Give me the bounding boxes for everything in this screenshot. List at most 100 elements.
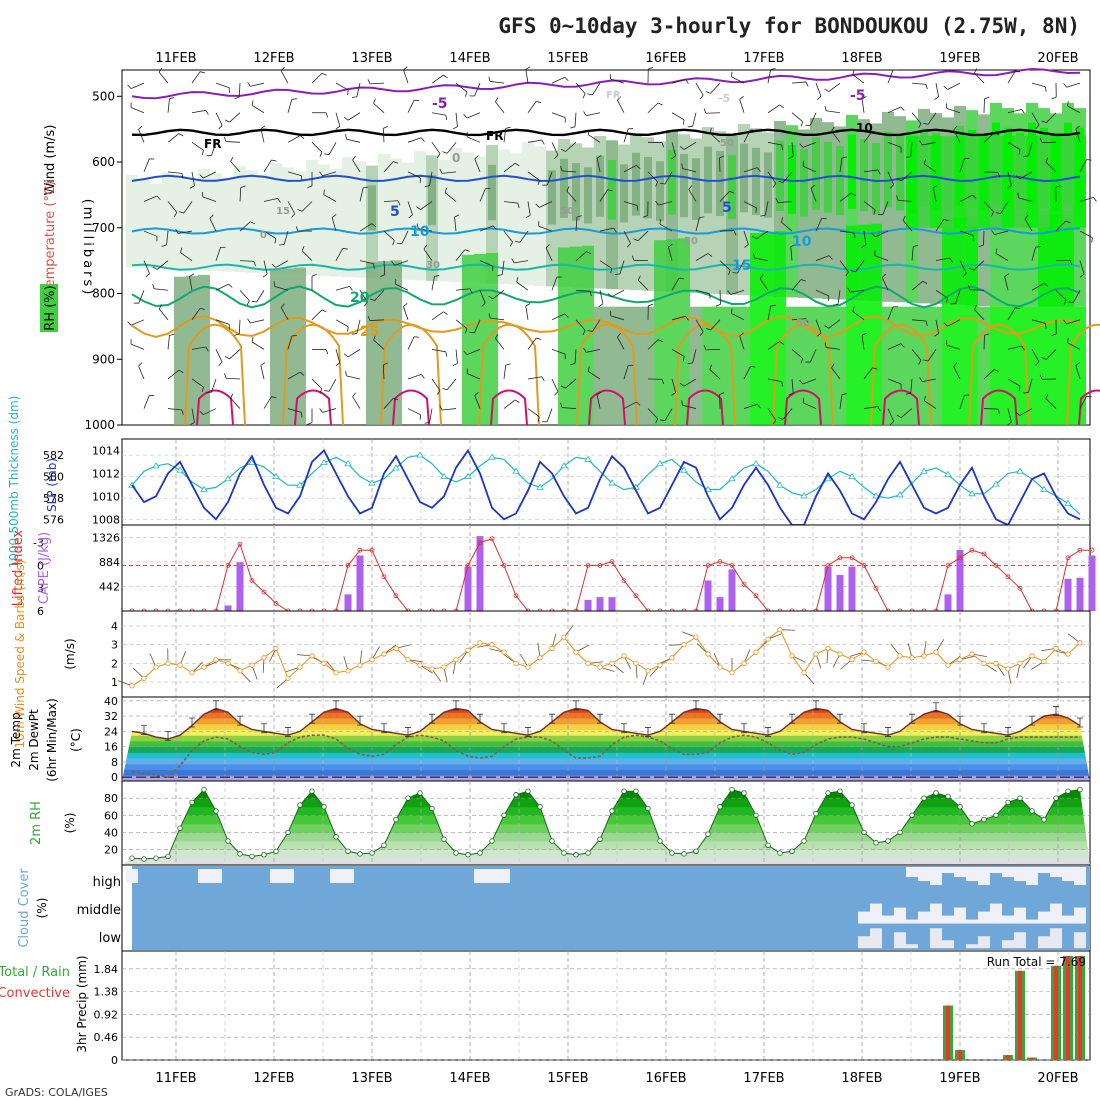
temp-label: 2m Temp (9, 712, 23, 767)
li-point (273, 601, 279, 606)
rh-cell (366, 262, 378, 425)
thickness-point (728, 474, 736, 482)
rh-cell (978, 135, 990, 228)
wind-barb (732, 272, 738, 274)
li-point (501, 563, 507, 568)
li-point (477, 540, 483, 545)
rh-cell (800, 149, 808, 217)
wind-barb (659, 219, 662, 225)
wind-barb (1041, 120, 1047, 124)
wind-barb (167, 369, 180, 380)
wind-barb (636, 165, 641, 169)
wind-barb (263, 197, 278, 202)
wind-barb (833, 303, 839, 306)
wind-barb (464, 328, 468, 334)
wind-barb (1018, 386, 1021, 392)
wind-barb (238, 83, 241, 98)
wind-barb (918, 123, 922, 129)
temp-tick-label: 8 (111, 756, 118, 769)
wind-barb (791, 112, 803, 123)
li-point (873, 585, 879, 591)
wind-barb (1079, 197, 1094, 202)
wind-barb (434, 275, 440, 277)
rh-label: RH (%) (43, 285, 58, 330)
wind-barb (545, 247, 553, 261)
wind-barb (592, 82, 601, 96)
rh-cell (752, 147, 760, 215)
cape-bar (716, 597, 724, 611)
wind-barb (1007, 171, 1012, 186)
slp-tick-label: 1014 (92, 444, 120, 457)
wind-barb (536, 101, 542, 104)
wind-barb (215, 82, 230, 89)
wind-barb (623, 401, 637, 409)
wind-barb (1079, 159, 1087, 173)
wind-barb (154, 288, 169, 291)
wind-barb (671, 112, 685, 121)
li-point (633, 593, 639, 599)
wind-barb (1055, 185, 1061, 188)
contour-label: 10 (792, 234, 812, 250)
wind-barb (739, 332, 744, 337)
rh-cell (620, 164, 628, 223)
rh-cell (462, 254, 474, 425)
wind-barb (247, 81, 251, 87)
isotherm-loop (772, 323, 834, 426)
wind-barb (191, 71, 201, 84)
cloud-gap (906, 944, 918, 949)
cloud-gap (1050, 867, 1062, 877)
temp-tick-label: 32 (104, 710, 118, 723)
wind-barb (633, 238, 639, 242)
cloud-gap (870, 928, 882, 949)
wind-barb (574, 349, 577, 364)
li-point (225, 563, 231, 568)
wind-barb (156, 260, 169, 270)
contour-label: 50 (684, 236, 698, 247)
wind-barb (743, 230, 749, 245)
wind-barb (974, 68, 977, 74)
minmax-marker (525, 727, 531, 737)
wind-barb (901, 408, 913, 418)
wind-barb (863, 406, 878, 409)
cloud-gap (498, 869, 510, 883)
date-tick-label: 19FEB (939, 51, 980, 66)
minmax-marker (285, 727, 291, 737)
wind-barb (1031, 282, 1045, 291)
wind-barb (727, 290, 731, 295)
wind-barb (695, 319, 704, 333)
wind-barb (383, 161, 394, 173)
wind-barb (299, 135, 305, 140)
contour-label: 10 (856, 121, 873, 135)
minmax-marker (765, 727, 771, 737)
rh-cell (222, 177, 234, 272)
wind-barb (263, 159, 272, 173)
wind-barb (685, 79, 689, 84)
rh-cell (584, 167, 592, 224)
wind-barb (1055, 289, 1067, 301)
li-point (981, 551, 987, 557)
thickness-point (920, 467, 928, 474)
wind-barb (983, 201, 994, 212)
wind-barb (260, 362, 266, 366)
wind-barb (586, 251, 592, 255)
rh-point (777, 850, 783, 856)
wind-barb (791, 318, 806, 321)
wind-barb (863, 169, 878, 173)
wind-barb (598, 303, 604, 308)
rh-cell (596, 155, 604, 217)
wind-barb (463, 114, 468, 119)
cloud-label: Cloud Cover (17, 868, 32, 948)
wind-barb (495, 338, 505, 350)
wind-barb (647, 171, 659, 183)
contour-label: 10 (410, 224, 430, 240)
wind-speed-point (621, 653, 627, 659)
cloud-unit: (%) (35, 898, 49, 919)
wind-barb (442, 171, 457, 174)
wind-barb (369, 82, 385, 85)
wind-barb (610, 315, 625, 321)
minmax-marker (165, 730, 171, 741)
wind-speed-point (921, 653, 927, 659)
wind-barb (1007, 141, 1021, 150)
wind-barb (167, 201, 178, 213)
pressure-tick-label: 700 (92, 221, 115, 235)
